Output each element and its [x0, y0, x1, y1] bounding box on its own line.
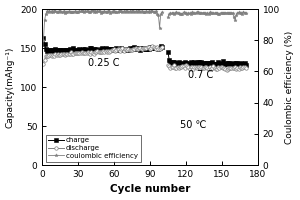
charge [113, 48, 117, 50]
coulombic efficiency [152, 10, 155, 13]
discharge [151, 45, 154, 48]
coulombic efficiency [64, 11, 68, 13]
Text: 0.7 C: 0.7 C [188, 70, 214, 80]
charge [66, 49, 69, 51]
coulombic efficiency [160, 11, 164, 13]
discharge [112, 48, 116, 50]
discharge [103, 51, 106, 53]
X-axis label: Cycle number: Cycle number [110, 184, 190, 194]
charge [104, 46, 107, 49]
charge [155, 47, 159, 49]
Line: discharge: discharge [42, 45, 164, 65]
discharge [42, 62, 45, 65]
charge [160, 46, 164, 49]
Line: coulombic efficiency: coulombic efficiency [42, 9, 164, 42]
Legend: charge, discharge, coulombic efficiency: charge, discharge, coulombic efficiency [46, 135, 141, 162]
Y-axis label: Coulombic efficiency (%): Coulombic efficiency (%) [285, 30, 294, 144]
coulombic efficiency [42, 39, 45, 41]
discharge [64, 53, 68, 55]
Text: 0.25 C: 0.25 C [88, 58, 119, 68]
discharge [69, 51, 73, 54]
discharge [160, 45, 164, 48]
charge [70, 49, 74, 51]
coulombic efficiency [91, 9, 94, 12]
Line: charge: charge [42, 36, 164, 53]
discharge [152, 45, 155, 48]
discharge [155, 46, 159, 48]
Text: 50 ℃: 50 ℃ [180, 120, 206, 130]
coulombic efficiency [155, 13, 159, 15]
charge [152, 47, 155, 49]
charge [42, 37, 45, 39]
coulombic efficiency [104, 11, 107, 13]
charge [52, 50, 56, 53]
Y-axis label: Capacity(mAhg⁻¹): Capacity(mAhg⁻¹) [6, 46, 15, 128]
coulombic efficiency [69, 11, 73, 13]
coulombic efficiency [113, 10, 117, 13]
